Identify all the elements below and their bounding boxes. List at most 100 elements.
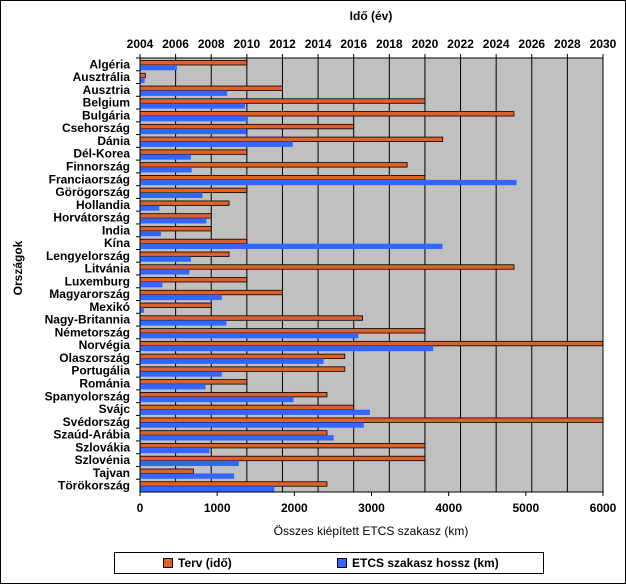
bar-terv-30 <box>139 443 426 449</box>
top-axis-tick-label: 2018 <box>376 37 403 51</box>
category-label: Portugália <box>71 364 130 378</box>
bar-etcs-24 <box>140 371 222 377</box>
top-axis-tick-label: 2028 <box>554 37 581 51</box>
top-axis-tick-label: 2010 <box>233 37 260 51</box>
bar-terv-23 <box>139 353 346 359</box>
legend-label-etcs: ETCS szakasz hossz (km) <box>352 556 499 570</box>
category-label: Franciaország <box>49 172 130 186</box>
y-axis-title: Országok <box>11 240 25 295</box>
bar-etcs-28 <box>140 422 364 428</box>
top-axis-tick-label: 2022 <box>447 37 474 51</box>
category-label: Finnország <box>66 160 130 174</box>
category-label: Szlovénia <box>75 453 131 467</box>
category-label: Ausztrália <box>73 70 131 84</box>
bar-terv-28 <box>139 417 604 423</box>
legend-swatch-etcs <box>337 558 347 568</box>
category-label: Spanyolország <box>45 389 130 403</box>
category-label: Németország <box>55 325 130 339</box>
bar-terv-21 <box>139 328 426 334</box>
bar-etcs-30 <box>140 447 210 454</box>
category-label: Törökország <box>58 479 130 493</box>
bar-etcs-0 <box>140 65 178 71</box>
top-axis-tick-label: 2014 <box>305 37 332 51</box>
category-label: Dánia <box>97 134 130 148</box>
bottom-axis-tick-label: 1000 <box>204 501 231 515</box>
bar-etcs-1 <box>140 77 145 84</box>
bar-terv-6 <box>139 136 444 142</box>
bottom-axis-title: Összes kiépített ETCS szakasz (km) <box>274 524 469 538</box>
bar-terv-10 <box>139 187 248 194</box>
bottom-axis-tick-label: 0 <box>137 501 144 515</box>
bar-etcs-19 <box>140 307 144 313</box>
bar-etcs-29 <box>140 435 334 441</box>
bar-etcs-27 <box>140 409 370 415</box>
category-label: Szlovákia <box>75 440 130 454</box>
top-axis-tick-label: 2024 <box>483 37 510 51</box>
bar-terv-0 <box>139 60 248 66</box>
category-label: Svájc <box>99 402 131 416</box>
bar-terv-17 <box>139 277 248 283</box>
top-axis-tick-label: 2008 <box>198 37 225 51</box>
bar-terv-33 <box>139 481 328 487</box>
bar-etcs-10 <box>140 192 203 198</box>
bar-terv-27 <box>139 404 355 411</box>
bar-terv-8 <box>139 162 408 168</box>
bar-terv-22 <box>139 340 604 347</box>
category-label: Csehország <box>62 121 130 135</box>
legend-label-terv: Terv (idő) <box>178 556 232 570</box>
bar-terv-19 <box>139 302 212 308</box>
bar-etcs-9 <box>140 179 517 186</box>
category-label: Litvánia <box>85 262 131 276</box>
bar-terv-2 <box>139 85 283 91</box>
bar-etcs-13 <box>140 230 161 237</box>
bar-etcs-18 <box>140 294 222 301</box>
bar-etcs-25 <box>140 384 206 390</box>
bar-etcs-15 <box>140 256 191 262</box>
bar-terv-32 <box>139 468 194 474</box>
category-label: Románia <box>79 377 130 391</box>
top-axis-tick-label: 2016 <box>340 37 367 51</box>
bar-etcs-6 <box>140 141 293 147</box>
bottom-axis-tick-label: 6000 <box>590 501 617 515</box>
bottom-axis-tick-label: 3000 <box>358 501 385 515</box>
category-label: Bulgária <box>82 108 130 122</box>
category-label: Kína <box>104 236 130 250</box>
bar-etcs-2 <box>140 90 228 96</box>
bar-etcs-16 <box>140 269 190 275</box>
category-label: Norvégia <box>79 338 131 352</box>
bar-etcs-32 <box>140 473 235 479</box>
bottom-axis-tick-label: 5000 <box>512 501 539 515</box>
bar-etcs-12 <box>140 218 207 224</box>
bar-terv-18 <box>139 289 283 296</box>
legend-item-etcs: ETCS szakasz hossz (km) <box>337 556 499 570</box>
bar-terv-15 <box>139 251 230 257</box>
category-label: Horvátország <box>53 211 130 225</box>
top-axis-tick-label: 2012 <box>269 37 296 51</box>
bar-etcs-20 <box>140 320 227 326</box>
category-label: Tajvan <box>93 466 130 480</box>
category-label: Magyarország <box>49 287 130 301</box>
bar-terv-24 <box>139 366 346 372</box>
category-label: Lengyelország <box>46 249 130 263</box>
bottom-axis-tick-label: 4000 <box>435 501 462 515</box>
bar-terv-26 <box>139 391 328 398</box>
bar-terv-11 <box>139 200 230 206</box>
bar-terv-16 <box>139 264 515 270</box>
legend-swatch-terv <box>163 558 173 568</box>
bar-etcs-33 <box>140 486 275 492</box>
bar-etcs-31 <box>140 460 239 467</box>
top-axis-tick-label: 2020 <box>412 37 439 51</box>
category-label: India <box>102 223 130 237</box>
bar-terv-5 <box>139 123 355 130</box>
category-label: Belgium <box>83 96 130 110</box>
bar-terv-7 <box>139 149 248 155</box>
legend: Terv (idő) ETCS szakasz hossz (km) <box>114 552 544 574</box>
category-label: Ausztria <box>83 83 131 97</box>
category-label: Hollandia <box>76 198 130 212</box>
bar-terv-1 <box>139 72 146 79</box>
bar-etcs-22 <box>140 345 434 352</box>
bar-terv-4 <box>139 111 515 117</box>
bar-etcs-3 <box>140 103 245 109</box>
